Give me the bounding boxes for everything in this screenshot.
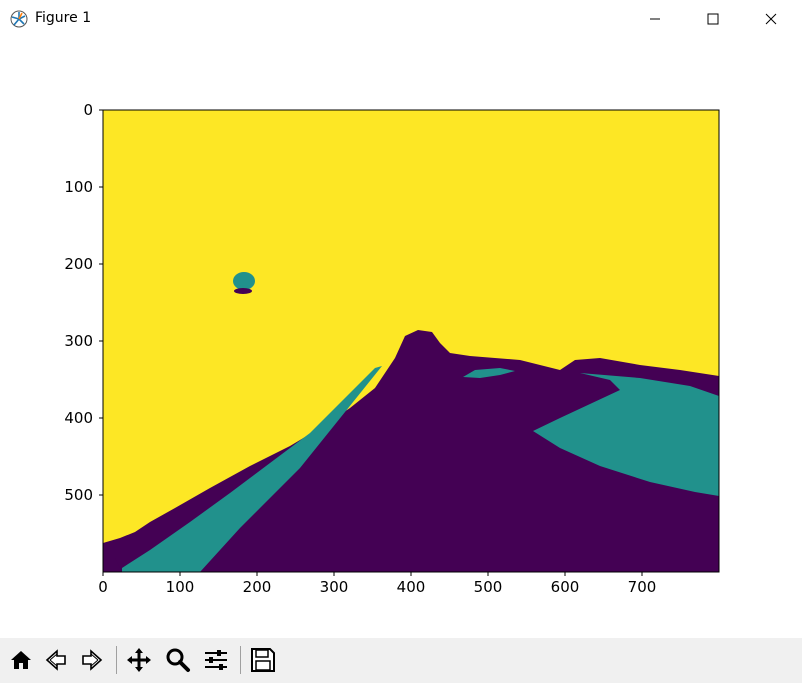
window-titlebar: Figure 1 <box>0 0 802 38</box>
class-region-purple-blob <box>234 288 252 294</box>
pan-icon <box>127 648 151 672</box>
y-tick-label: 100 <box>64 178 93 196</box>
close-button[interactable] <box>742 0 800 38</box>
close-icon <box>765 13 777 25</box>
minimize-button[interactable] <box>626 0 684 38</box>
forward-icon <box>82 649 103 671</box>
class-region-teal-strip <box>463 368 515 378</box>
home-button[interactable] <box>6 644 36 676</box>
matplotlib-logo-icon <box>10 10 28 28</box>
x-axis: 0 100 200 300 400 500 600 700 <box>98 572 656 596</box>
x-tick-label: 500 <box>474 578 503 596</box>
minimize-icon <box>650 18 660 20</box>
zoom-button[interactable] <box>163 644 193 676</box>
window-title: Figure 1 <box>35 10 92 26</box>
y-tick-label: 400 <box>64 409 93 427</box>
x-tick-label: 700 <box>628 578 657 596</box>
y-tick-label: 200 <box>64 255 93 273</box>
navigation-toolbar <box>0 638 802 683</box>
x-tick-label: 400 <box>397 578 426 596</box>
pan-button[interactable] <box>124 644 154 676</box>
maximize-icon <box>707 13 719 25</box>
maximize-button[interactable] <box>684 0 742 38</box>
toolbar-separator <box>116 646 117 674</box>
class-region-purple-edge <box>103 543 122 572</box>
x-tick-label: 0 <box>98 578 108 596</box>
back-button[interactable] <box>41 644 71 676</box>
forward-button[interactable] <box>77 644 107 676</box>
heatmap-image <box>103 110 719 572</box>
x-tick-label: 300 <box>320 578 349 596</box>
y-tick-label: 500 <box>64 486 93 504</box>
class-region-purple <box>103 330 719 572</box>
x-tick-label: 600 <box>551 578 580 596</box>
x-tick-label: 200 <box>243 578 272 596</box>
class-region-teal-left <box>122 366 382 572</box>
x-tick-label: 100 <box>166 578 195 596</box>
save-button[interactable] <box>248 644 278 676</box>
save-icon <box>251 648 275 672</box>
zoom-icon <box>166 648 190 672</box>
figure-canvas: 0 100 200 300 400 500 600 700 0 100 200 300 400 500 <box>0 38 802 638</box>
heatmap-plot: 0 100 200 300 400 500 600 700 0 100 200 300 400 500 <box>64 101 720 596</box>
home-icon <box>11 651 31 669</box>
y-tick-label: 300 <box>64 332 93 350</box>
back-icon <box>45 649 66 671</box>
configure-subplots-icon <box>205 650 227 670</box>
class-region-teal-right <box>533 373 719 496</box>
class-region-teal-blob-tip <box>234 272 244 288</box>
y-axis: 0 100 200 300 400 500 <box>64 101 103 504</box>
y-tick-label: 0 <box>83 101 93 119</box>
toolbar-separator <box>240 646 241 674</box>
configure-subplots-button[interactable] <box>201 644 231 676</box>
